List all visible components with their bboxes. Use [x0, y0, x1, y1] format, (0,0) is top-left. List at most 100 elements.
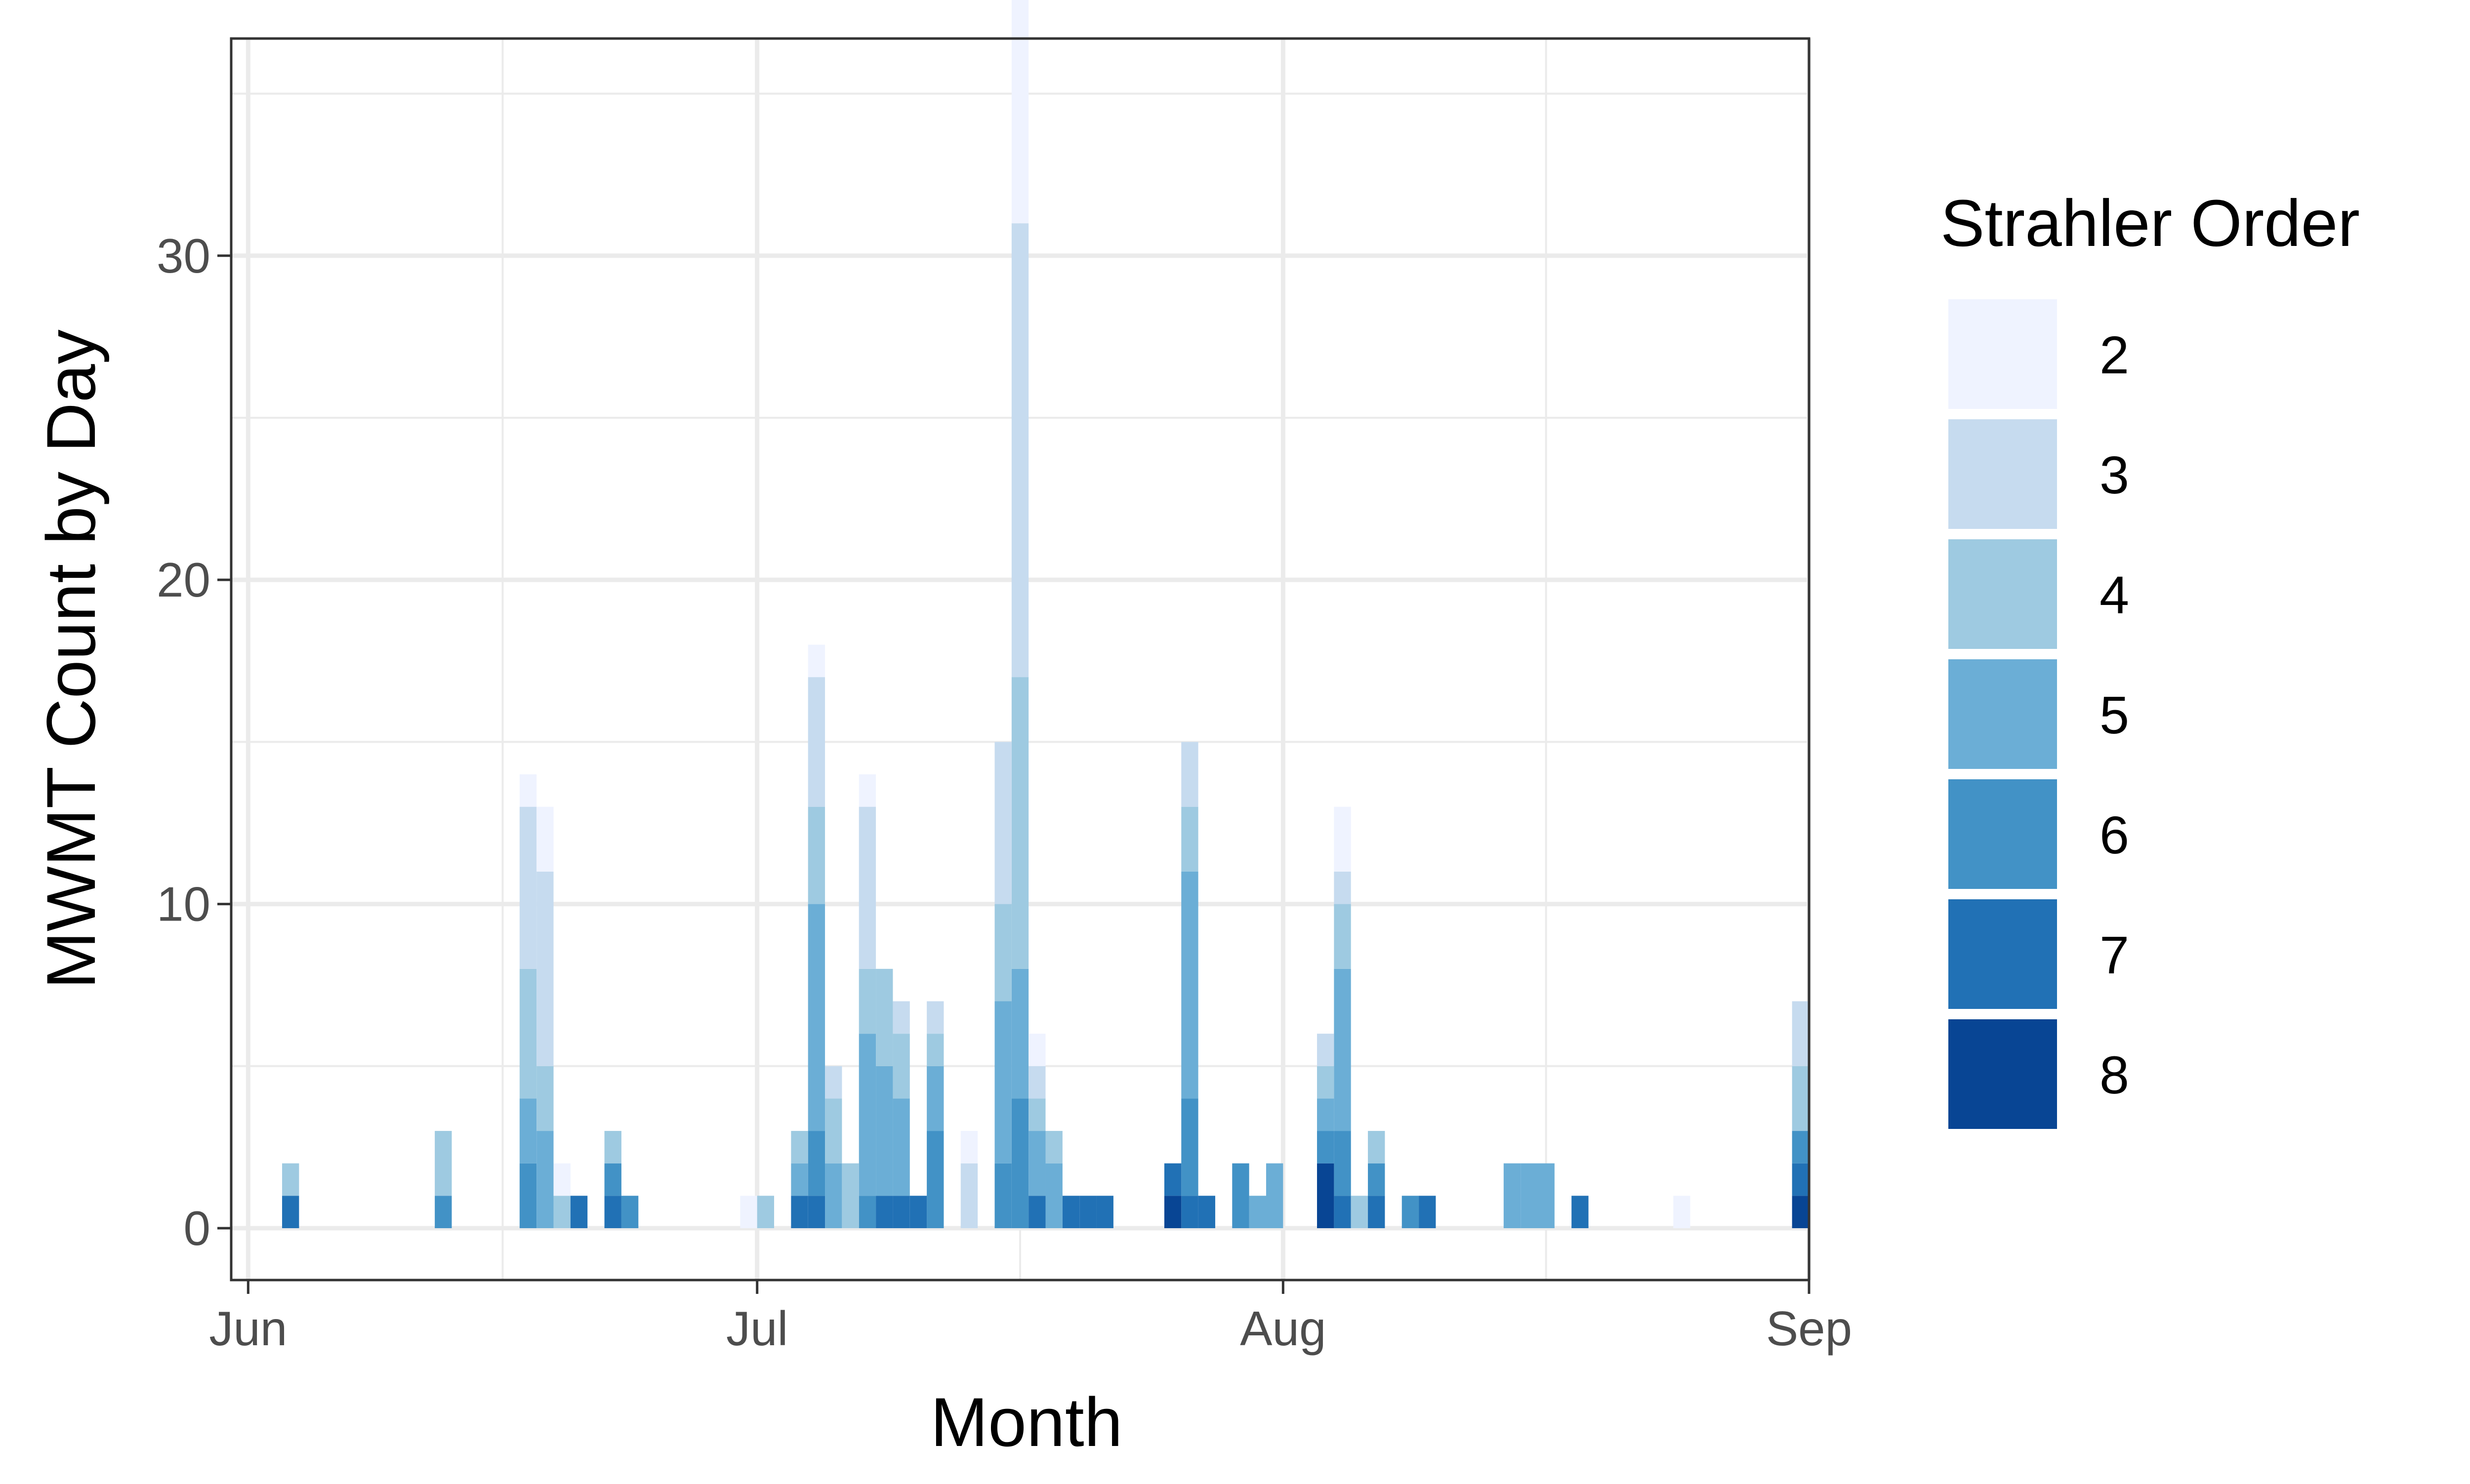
bar-segment-order-6 — [1181, 1098, 1198, 1196]
legend-label: 8 — [2100, 1045, 2129, 1105]
bar-segment-order-7 — [1792, 1163, 1809, 1196]
bar-segment-order-3 — [927, 1001, 944, 1034]
bar-segment-order-3 — [536, 871, 554, 1066]
bar-segment-order-7 — [808, 1196, 825, 1228]
y-tick-label: 10 — [157, 877, 210, 931]
bar-segment-order-6 — [1232, 1163, 1249, 1228]
bar-segment-order-2 — [859, 774, 876, 807]
y-tick-label: 30 — [157, 229, 210, 283]
bar-segment-order-4 — [808, 806, 825, 904]
bar-segment-order-3 — [994, 742, 1012, 904]
bar-segment-order-8 — [1792, 1196, 1809, 1228]
bar-segment-order-4 — [1792, 1066, 1809, 1131]
bar-segment-order-5 — [1249, 1196, 1266, 1228]
bar-segment-order-5 — [519, 1098, 537, 1163]
bar-segment-order-2 — [519, 774, 537, 807]
bar-segment-order-6 — [621, 1196, 639, 1228]
bar-segment-order-7 — [1181, 1196, 1198, 1228]
bar-segment-order-7 — [1368, 1196, 1385, 1228]
legend-swatch — [1948, 419, 2057, 529]
bar-segment-order-6 — [435, 1196, 452, 1228]
bar-segment-order-5 — [536, 1131, 554, 1228]
bar-segment-order-7 — [1029, 1196, 1046, 1228]
bar-segment-order-2 — [1011, 0, 1029, 224]
bar-segment-order-6 — [1317, 1131, 1334, 1163]
bar-segment-order-3 — [1334, 871, 1351, 904]
legend-swatch — [1948, 899, 2057, 1009]
bar-segment-order-5 — [859, 1034, 876, 1196]
bar-segment-order-4 — [604, 1131, 621, 1163]
bar-segment-order-3 — [1029, 1066, 1046, 1099]
bar-segment-order-6 — [604, 1163, 621, 1196]
bar-segment-order-7 — [570, 1196, 588, 1228]
bar-segment-order-4 — [553, 1196, 571, 1228]
bar-segment-order-2 — [808, 644, 825, 678]
bar-segment-order-4 — [859, 968, 876, 1034]
x-tick-label: Jul — [726, 1301, 788, 1356]
bar-segment-order-2 — [553, 1163, 571, 1196]
legend-label: 5 — [2100, 685, 2129, 745]
bar-segment-order-4 — [1334, 904, 1351, 969]
legend-swatch — [1948, 299, 2057, 409]
bar-segment-order-6 — [1792, 1131, 1809, 1163]
bar-segment-order-2 — [960, 1131, 978, 1163]
bar-segment-order-7 — [1198, 1196, 1215, 1228]
bar-segment-order-4 — [876, 968, 893, 1066]
bar-segment-order-3 — [519, 806, 537, 969]
bar-segment-order-6 — [994, 1163, 1012, 1228]
bar-segment-order-4 — [1011, 677, 1029, 969]
bar-segment-order-4 — [893, 1034, 910, 1099]
bar-segment-order-6 — [1368, 1163, 1385, 1196]
bar-segment-order-5 — [1317, 1098, 1334, 1131]
bar-segment-order-6 — [927, 1131, 944, 1228]
bar-segment-order-5 — [994, 1001, 1012, 1163]
bar-segment-order-4 — [1368, 1131, 1385, 1163]
bar-segment-order-3 — [825, 1066, 842, 1099]
y-tick-label: 20 — [157, 553, 210, 607]
bar-segment-order-2 — [1673, 1196, 1690, 1228]
x-axis-title: Month — [930, 1383, 1122, 1461]
bar-segment-order-6 — [808, 1131, 825, 1196]
bar-segment-order-3 — [1317, 1034, 1334, 1066]
bar-segment-order-7 — [604, 1196, 621, 1228]
bar-segment-order-5 — [1521, 1163, 1538, 1228]
bar-segment-order-5 — [1266, 1163, 1283, 1228]
bar-segment-order-4 — [1317, 1066, 1334, 1099]
bar-segment-order-3 — [893, 1001, 910, 1034]
x-tick-label: Jun — [209, 1301, 287, 1356]
bar-segment-order-2 — [1334, 806, 1351, 872]
bar-segment-order-2 — [536, 806, 554, 872]
bar-segment-order-3 — [960, 1163, 978, 1228]
bar-segment-order-4 — [791, 1131, 808, 1163]
bar-segment-order-4 — [927, 1034, 944, 1066]
bar-segment-order-3 — [859, 806, 876, 969]
bar-segment-order-7 — [282, 1196, 299, 1228]
bar-segment-order-7 — [1164, 1163, 1182, 1196]
bar-segment-order-4 — [994, 904, 1012, 1002]
bar-segment-order-5 — [1011, 968, 1029, 1099]
bar-layer — [282, 0, 1809, 1228]
bar-segment-order-4 — [1351, 1196, 1368, 1228]
bar-segment-order-7 — [893, 1196, 910, 1228]
bar-segment-order-5 — [927, 1066, 944, 1131]
bar-segment-order-4 — [519, 968, 537, 1099]
bar-segment-order-7 — [1079, 1196, 1097, 1228]
bar-segment-order-3 — [1181, 742, 1198, 807]
axis-layer: 0 10 20 30 Jun Jul Aug Sep — [157, 229, 1852, 1356]
panel-border — [230, 37, 1811, 1282]
legend-swatch — [1948, 1019, 2057, 1129]
legend-label: 6 — [2100, 805, 2129, 865]
bar-segment-order-2 — [1029, 1034, 1046, 1066]
bar-segment-order-3 — [1011, 223, 1029, 678]
x-tick-label: Sep — [1766, 1301, 1852, 1356]
bar-segment-order-5 — [808, 904, 825, 1131]
bar-segment-order-5 — [1181, 871, 1198, 1099]
legend-label: 2 — [2100, 325, 2129, 385]
bar-segment-order-6 — [1401, 1196, 1419, 1228]
bar-segment-order-6 — [859, 1196, 876, 1228]
bar-segment-order-5 — [1334, 968, 1351, 1131]
bar-segment-order-8 — [1317, 1163, 1334, 1228]
y-tick-label: 0 — [183, 1201, 210, 1255]
